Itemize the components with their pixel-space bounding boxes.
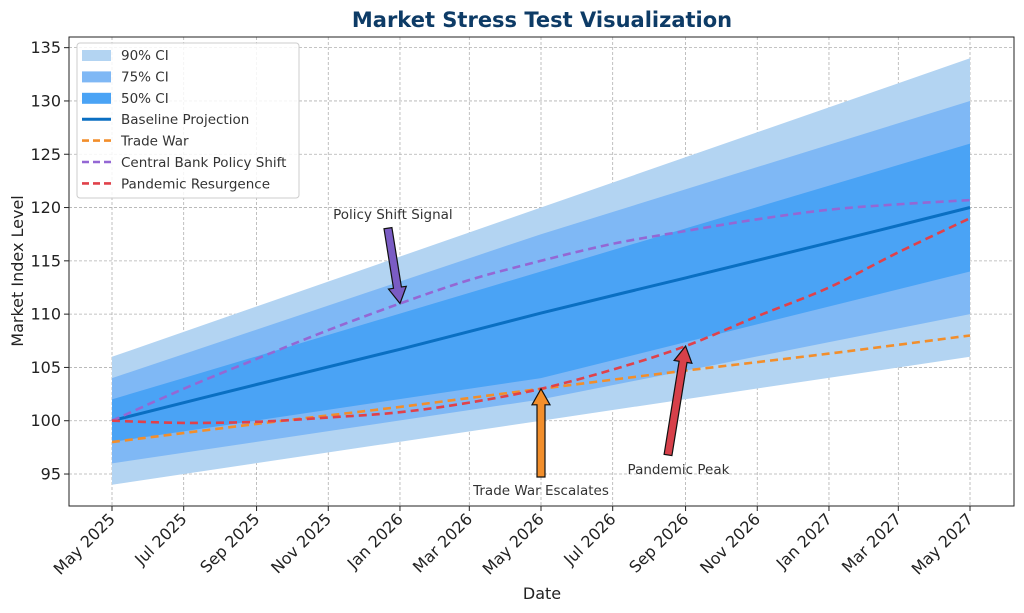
- x-tick-label: Jul 2026: [559, 509, 619, 569]
- annotation-label: Trade War Escalates: [472, 483, 609, 499]
- baseline-line: [111, 206, 971, 423]
- x-tick-label: Mar 2026: [409, 509, 476, 576]
- legend-label: Central Bank Policy Shift: [121, 155, 286, 171]
- x-tick-label: Sep 2025: [196, 509, 263, 576]
- y-tick-label: 130: [30, 91, 61, 110]
- legend-label: 50% CI: [121, 91, 169, 107]
- x-tick-label: May 2026: [479, 509, 548, 578]
- y-tick-label: 115: [30, 251, 61, 270]
- annotations: Policy Shift Signal Trade War Escalates Pa…: [333, 207, 730, 499]
- y-tick-label: 120: [30, 198, 61, 217]
- legend-swatch: [82, 92, 111, 104]
- legend-box: [76, 42, 300, 199]
- x-axis-title: Date: [523, 584, 561, 603]
- y-tick-label: 135: [30, 38, 61, 57]
- x-tick-label: Jan 2026: [343, 509, 407, 573]
- x-tick-label: May 2027: [908, 509, 977, 578]
- legend: 90% CI 75% CI 50% CI Baseline Projection Tra…: [76, 42, 300, 199]
- x-tick-label: Nov 2026: [696, 509, 764, 577]
- legend-label: 75% CI: [121, 69, 169, 85]
- y-axis-title: Market Index Level: [8, 195, 27, 346]
- legend-label: Baseline Projection: [121, 112, 249, 128]
- y-tick-label: 95: [41, 465, 61, 484]
- legend-label: Pandemic Resurgence: [121, 176, 270, 192]
- annotation-label: Pandemic Peak: [628, 462, 730, 478]
- legend-swatch: [82, 50, 111, 61]
- annotation-arrow: [663, 344, 693, 457]
- annotation-arrow: [530, 387, 552, 478]
- policy-shift-line: [111, 198, 971, 422]
- annotation-arrow: [383, 226, 408, 305]
- y-tick-label: 105: [30, 358, 61, 377]
- y-tick-label: 100: [30, 411, 61, 430]
- legend-label: Trade War: [120, 134, 189, 150]
- x-tick-label: Nov 2025: [267, 509, 335, 577]
- x-tick-label: Sep 2026: [625, 509, 692, 576]
- x-tick-label: May 2025: [50, 509, 119, 578]
- x-tick-label: Jul 2025: [130, 509, 190, 569]
- chart-title: Market Stress Test Visualization: [352, 8, 732, 32]
- y-tick-label: 125: [30, 145, 61, 164]
- legend-label: 90% CI: [121, 48, 169, 64]
- legend-swatch: [82, 71, 111, 83]
- x-tick-label: Jan 2027: [772, 509, 836, 573]
- x-tick-label: Mar 2027: [838, 509, 905, 576]
- annotation-label: Policy Shift Signal: [333, 207, 453, 223]
- y-tick-label: 110: [30, 305, 61, 324]
